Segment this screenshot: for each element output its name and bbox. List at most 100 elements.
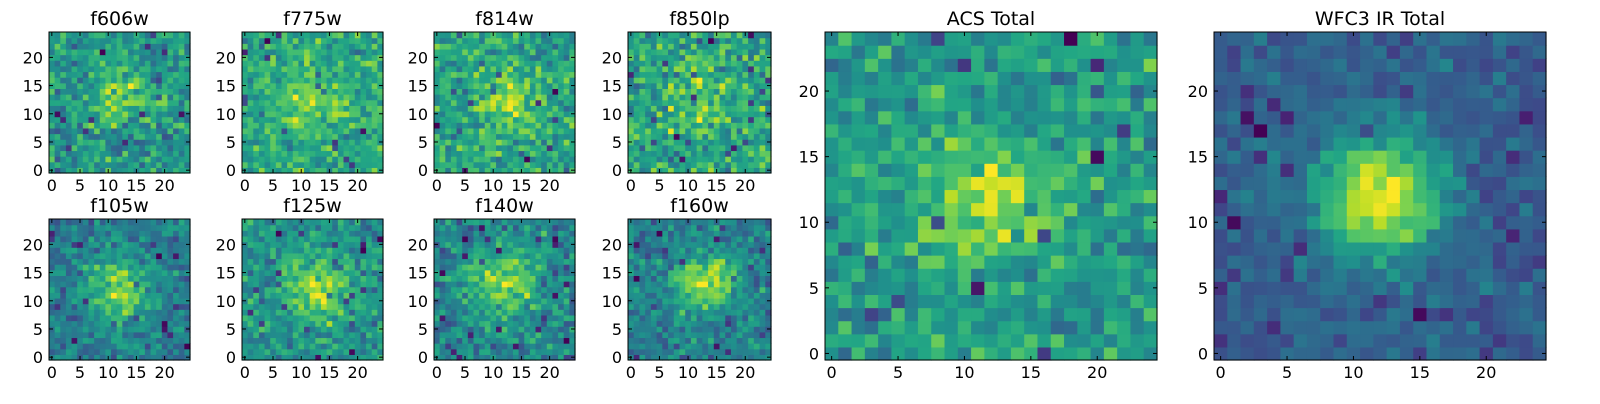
- y-tick-label: 15: [23, 264, 43, 283]
- heatmap-cell: [668, 88, 674, 94]
- heatmap-cell: [731, 343, 737, 349]
- heatmap-cell: [651, 145, 657, 151]
- heatmap-cell: [349, 150, 355, 156]
- heatmap-cell: [270, 122, 276, 128]
- heatmap-cell: [754, 100, 760, 106]
- heatmap-cell: [558, 270, 564, 276]
- heatmap-cell: [122, 77, 128, 83]
- heatmap-cell: [440, 128, 446, 134]
- heatmap-cell: [88, 150, 94, 156]
- heatmap-cell: [259, 315, 265, 321]
- heatmap-cell: [445, 83, 451, 89]
- heatmap-cell: [100, 43, 106, 49]
- heatmap-cell: [434, 105, 440, 111]
- heatmap-cell: [253, 122, 259, 128]
- heatmap-cell: [77, 122, 83, 128]
- heatmap-cell: [270, 304, 276, 310]
- heatmap-cell: [88, 315, 94, 321]
- heatmap-cell: [558, 88, 564, 94]
- heatmap-cell: [496, 105, 502, 111]
- heatmap-cell: [88, 60, 94, 66]
- heatmap-cell: [349, 264, 355, 270]
- heatmap-cell: [315, 332, 321, 338]
- heatmap-cell: [445, 270, 451, 276]
- heatmap-cell: [321, 264, 327, 270]
- heatmap-cell: [298, 139, 304, 145]
- heatmap-cell: [462, 128, 468, 134]
- heatmap-cell: [66, 287, 72, 293]
- heatmap-cell: [697, 281, 703, 287]
- heatmap-cell: [536, 71, 542, 77]
- heatmap-cell: [304, 225, 310, 231]
- heatmap-cell: [55, 304, 61, 310]
- heatmap-cell: [564, 337, 570, 343]
- heatmap-cell: [691, 122, 697, 128]
- heatmap-cell: [440, 349, 446, 355]
- heatmap-cell: [344, 139, 350, 145]
- heatmap-cell: [547, 60, 553, 66]
- heatmap-cell: [145, 156, 151, 162]
- heatmap-cell: [485, 66, 491, 72]
- heatmap-cell: [536, 332, 542, 338]
- heatmap-cell: [668, 287, 674, 293]
- heatmap-cell: [94, 253, 100, 259]
- heatmap-cell: [128, 236, 134, 242]
- heatmap-cell: [66, 83, 72, 89]
- heatmap-cell: [265, 326, 271, 332]
- heatmap-cell: [304, 242, 310, 248]
- heatmap-cell: [111, 139, 117, 145]
- heatmap-cell: [338, 332, 344, 338]
- heatmap-cell: [679, 139, 685, 145]
- heatmap-cell: [657, 128, 663, 134]
- heatmap-cell: [731, 100, 737, 106]
- heatmap-cell: [72, 270, 78, 276]
- heatmap-cell: [349, 298, 355, 304]
- heatmap-cell: [541, 49, 547, 55]
- heatmap-cell: [293, 55, 299, 61]
- heatmap-cell: [628, 128, 634, 134]
- heatmap-cell: [253, 71, 259, 77]
- heatmap-cell: [72, 122, 78, 128]
- heatmap-cell: [457, 156, 463, 162]
- heatmap-cell: [338, 287, 344, 293]
- heatmap-cell: [310, 298, 316, 304]
- heatmap-cell: [657, 100, 663, 106]
- heatmap-cell: [496, 32, 502, 38]
- heatmap-cell: [315, 281, 321, 287]
- heatmap-cell: [72, 343, 78, 349]
- heatmap-cell: [708, 304, 714, 310]
- heatmap-cell: [310, 258, 316, 264]
- panel-title: f814w: [475, 8, 534, 30]
- heatmap-cell: [541, 349, 547, 355]
- heatmap-cell: [111, 236, 117, 242]
- heatmap-cell: [519, 122, 525, 128]
- heatmap-cell: [265, 292, 271, 298]
- heatmap-cell: [173, 60, 179, 66]
- heatmap-cell: [547, 77, 553, 83]
- heatmap-cell: [651, 100, 657, 106]
- heatmap-cell: [293, 281, 299, 287]
- heatmap-cell: [496, 332, 502, 338]
- heatmap-cell: [111, 43, 117, 49]
- heatmap-cell: [720, 298, 726, 304]
- heatmap-cell: [754, 332, 760, 338]
- heatmap-cell: [742, 88, 748, 94]
- heatmap-cell: [338, 225, 344, 231]
- heatmap-cell: [708, 292, 714, 298]
- heatmap-cell: [662, 150, 668, 156]
- heatmap-cell: [259, 49, 265, 55]
- heatmap-cell: [344, 242, 350, 248]
- heatmap-cell: [479, 156, 485, 162]
- heatmap-cell: [349, 326, 355, 332]
- heatmap-cell: [445, 343, 451, 349]
- heatmap-cell: [748, 349, 754, 355]
- heatmap-cell: [685, 139, 691, 145]
- heatmap-cell: [519, 49, 525, 55]
- heatmap-cell: [674, 134, 680, 140]
- heatmap-cell: [111, 100, 117, 106]
- heatmap-cell: [731, 321, 737, 327]
- heatmap-cell: [366, 77, 372, 83]
- heatmap-cell: [558, 111, 564, 117]
- heatmap-cell: [651, 315, 657, 321]
